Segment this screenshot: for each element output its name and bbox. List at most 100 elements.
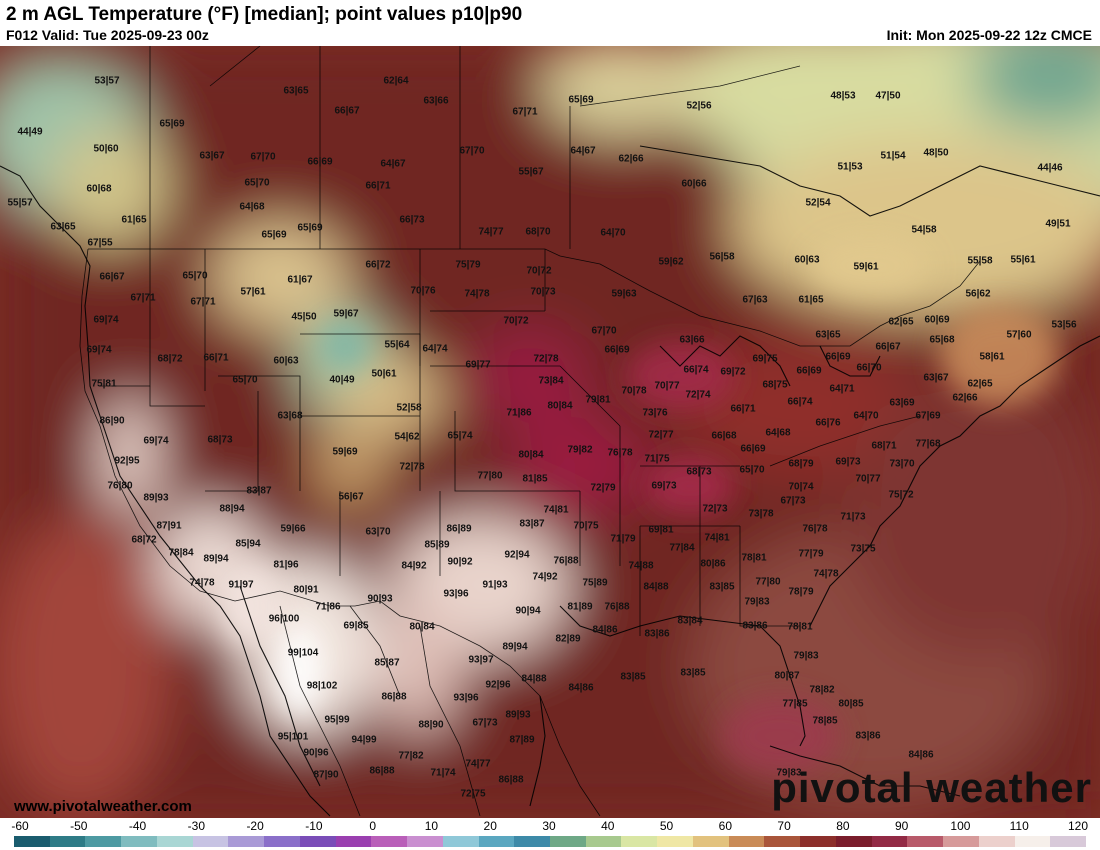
point-value: 71|86	[315, 601, 341, 613]
point-value: 66|69	[796, 365, 822, 377]
point-value: 70|73	[530, 286, 556, 298]
point-value: 69|74	[93, 314, 119, 326]
point-value: 80|87	[774, 670, 800, 682]
point-value: 78|79	[788, 586, 814, 598]
point-value: 54|62	[394, 431, 420, 443]
point-value: 80|84	[547, 400, 573, 412]
point-value: 52|54	[805, 197, 831, 209]
point-value: 63|66	[679, 334, 705, 346]
colorbar-segment	[14, 836, 50, 847]
point-value: 92|94	[504, 549, 530, 561]
point-value: 71|74	[430, 767, 456, 779]
point-value: 74|81	[704, 532, 730, 544]
point-value: 83|87	[519, 518, 545, 530]
point-value: 67|73	[780, 495, 806, 507]
point-value: 83|85	[620, 671, 646, 683]
colorbar-segment	[621, 836, 658, 847]
point-value: 80|91	[293, 584, 319, 596]
point-value: 85|94	[235, 538, 261, 550]
colorbar-segment	[264, 836, 300, 847]
point-value: 89|93	[505, 709, 531, 721]
point-value: 66|74	[683, 364, 709, 376]
colorbar-segment	[121, 836, 157, 847]
point-value: 67|71	[130, 292, 156, 304]
map-title: 2 m AGL Temperature (°F) [median]; point…	[6, 4, 523, 25]
point-value: 68|71	[871, 440, 897, 452]
point-value: 83|84	[677, 615, 703, 627]
point-value: 72|73	[702, 503, 728, 515]
site-url[interactable]: www.pivotalweather.com	[14, 798, 192, 815]
point-value: 66|67	[334, 105, 360, 117]
point-value: 86|88	[369, 765, 395, 777]
map-header: 2 m AGL Temperature (°F) [median]; point…	[0, 0, 1100, 46]
point-value: 90|93	[367, 593, 393, 605]
point-value: 89|94	[502, 641, 528, 653]
point-value: 81|85	[522, 473, 548, 485]
point-value: 58|61	[979, 351, 1005, 363]
scale-tick-label: -40	[128, 819, 147, 833]
point-value: 55|58	[967, 255, 993, 267]
point-value: 69|73	[651, 480, 677, 492]
point-value: 54|58	[911, 224, 937, 236]
point-value: 66|71	[365, 180, 391, 192]
point-value: 76|78	[802, 523, 828, 535]
point-value: 65|70	[244, 177, 270, 189]
point-value: 64|68	[765, 427, 791, 439]
point-value: 92|95	[114, 455, 140, 467]
point-value: 69|72	[720, 366, 746, 378]
point-value: 75|81	[91, 378, 117, 390]
point-value: 74|78	[813, 568, 839, 580]
point-value: 62|66	[618, 153, 644, 165]
colorbar-segment	[192, 836, 229, 847]
point-value: 72|78	[533, 353, 559, 365]
point-value: 78|82	[809, 684, 835, 696]
point-value: 95|99	[324, 714, 350, 726]
point-value: 92|96	[485, 679, 511, 691]
point-value: 79|81	[585, 394, 611, 406]
point-value: 94|99	[351, 734, 377, 746]
point-value: 91|93	[482, 579, 508, 591]
point-value: 74|78	[464, 288, 490, 300]
scale-tick-label: -60	[11, 819, 29, 833]
point-value: 67|70	[459, 145, 485, 157]
point-value: 77|80	[755, 576, 781, 588]
point-value: 71|75	[644, 453, 670, 465]
point-value: 70|77	[855, 473, 881, 485]
point-value: 75|89	[582, 577, 608, 589]
point-value: 69|75	[752, 353, 778, 365]
point-value: 55|67	[518, 166, 544, 178]
point-value: 56|67	[338, 491, 364, 503]
point-value: 62|65	[888, 316, 914, 328]
point-value: 65|69	[568, 94, 594, 106]
colorbar-segment	[800, 836, 836, 847]
scale-tick-label: -20	[246, 819, 264, 833]
point-value: 87|89	[509, 734, 535, 746]
brand-logo: pivotal weather	[771, 764, 1092, 811]
point-value: 76|88	[553, 555, 579, 567]
point-value: 72|75	[460, 788, 486, 800]
point-value: 80|86	[700, 558, 726, 570]
colorbar-segment	[835, 836, 872, 847]
point-value: 50|61	[371, 368, 397, 380]
point-value: 91|97	[228, 579, 254, 591]
colorbar-segment	[692, 836, 729, 847]
point-value: 83|86	[742, 620, 768, 632]
point-value: 65|69	[297, 222, 323, 234]
point-value: 60|68	[86, 183, 112, 195]
point-value: 93|96	[453, 692, 479, 704]
point-value: 78|81	[741, 552, 767, 564]
point-value: 76|80	[107, 480, 133, 492]
map-background	[0, 46, 1100, 818]
point-value: 74|81	[543, 504, 569, 516]
point-value: 86|90	[99, 415, 125, 427]
point-value: 52|58	[396, 402, 422, 414]
point-value: 83|87	[246, 485, 272, 497]
point-value: 70|76	[410, 285, 436, 297]
point-value: 63|65	[50, 221, 76, 233]
colorbar-segment	[1050, 836, 1087, 847]
temperature-map[interactable]: 53|57 44|49 50|60 60|68 55|57 63|65 61|65 67|55…	[0, 46, 1100, 818]
colorbar-segment	[728, 836, 765, 847]
point-value: 59|69	[332, 446, 358, 458]
point-value: 72|77	[648, 429, 674, 441]
point-value: 63|66	[423, 95, 449, 107]
